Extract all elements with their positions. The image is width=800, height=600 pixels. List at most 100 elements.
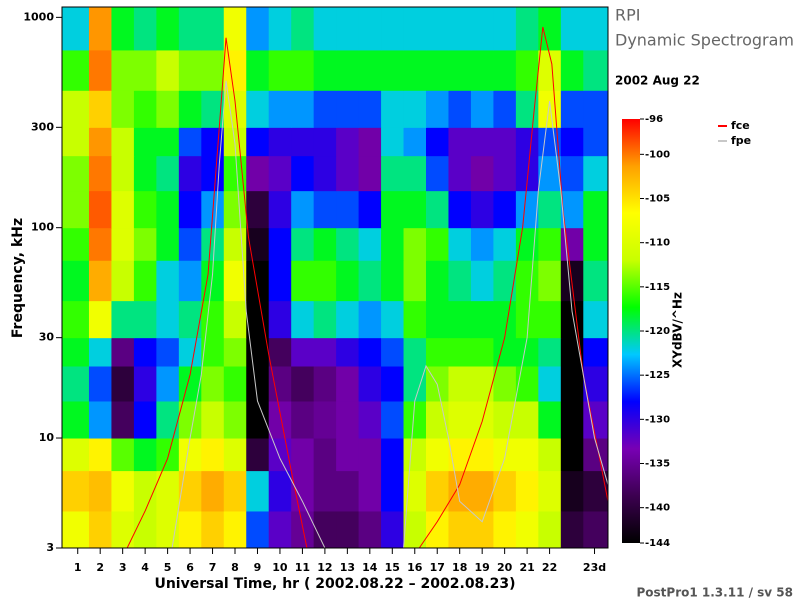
spectrogram-cell	[336, 400, 360, 439]
spectrogram-cell	[493, 300, 517, 339]
spectrogram-cell	[403, 227, 427, 261]
spectrogram-cell	[268, 90, 292, 128]
spectrogram-cell	[381, 510, 405, 548]
spectrogram-cell	[133, 127, 157, 157]
spectrogram-cell	[178, 190, 202, 229]
spectrogram-cell	[493, 400, 517, 439]
spectrogram-cell	[223, 190, 247, 229]
spectrogram-cell	[403, 260, 427, 302]
spectrogram-cell	[426, 438, 449, 472]
x-tick-label: 12	[317, 561, 332, 574]
spectrogram-cell	[448, 438, 472, 472]
spectrogram-cell	[313, 300, 337, 339]
spectrogram-cell	[583, 49, 608, 91]
spectrogram-cell	[111, 190, 135, 229]
spectrogram-cell	[448, 365, 472, 402]
colorbar-label: XYdBV/^Hz	[671, 292, 685, 368]
spectrogram-cell	[62, 400, 90, 439]
spectrogram-cell	[336, 260, 360, 302]
spectrogram-cell	[426, 90, 449, 128]
legend-label: fpe	[731, 134, 751, 147]
spectrogram-cell	[515, 470, 539, 512]
spectrogram-cell	[381, 155, 405, 192]
spectrogram-cell	[313, 438, 337, 472]
spectrogram-cell	[515, 127, 539, 157]
spectrogram-cell	[156, 337, 180, 367]
spectrogram-cell	[268, 400, 292, 439]
spectrogram-cell	[560, 400, 584, 439]
spectrogram-cell	[470, 155, 494, 192]
spectrogram-cell	[336, 365, 360, 402]
spectrogram-cell	[403, 155, 427, 192]
spectrogram-cell	[403, 337, 427, 367]
spectrogram-cell	[538, 337, 562, 367]
x-tick-label: 18	[452, 561, 467, 574]
spectrogram-cell	[62, 510, 90, 548]
spectrogram-cell	[133, 365, 157, 402]
spectrogram-cell	[246, 260, 270, 302]
spectrogram-cell	[291, 49, 315, 91]
spectrogram-cell	[538, 90, 562, 128]
spectrogram-cell	[560, 300, 584, 339]
spectrogram-cell	[111, 438, 135, 472]
colorbar-tick-label: -130	[645, 414, 670, 425]
spectrogram-cell	[268, 260, 292, 302]
spectrogram-cell	[470, 470, 494, 512]
spectrogram-cell	[223, 438, 247, 472]
spectrogram-cell	[448, 49, 472, 91]
colorbar-tick-label: -100	[645, 149, 670, 160]
spectrogram-cell	[448, 127, 472, 157]
spectrogram-cell	[358, 90, 382, 128]
spectrogram-cell	[313, 155, 337, 192]
spectrogram-cell	[62, 7, 90, 51]
spectrogram-cell	[538, 470, 562, 512]
spectrogram-cell	[111, 337, 135, 367]
spectrogram-cell	[268, 510, 292, 548]
spectrogram-cell	[178, 127, 202, 157]
spectrogram-cell	[381, 365, 405, 402]
spectrogram-cell	[381, 438, 405, 472]
spectrogram-cell	[111, 470, 135, 512]
spectrogram-cell	[223, 49, 247, 91]
spectrogram-cell	[403, 438, 427, 472]
spectrogram-cell	[88, 190, 112, 229]
spectrogram-cell	[560, 90, 584, 128]
spectrogram-cell	[223, 365, 247, 402]
spectrogram-cell	[178, 337, 202, 367]
spectrogram-cell	[291, 438, 315, 472]
spectrogram-cell	[156, 438, 180, 472]
x-tick-label: 15	[385, 561, 400, 574]
x-tick-label: 9	[254, 561, 262, 574]
spectrogram-cell	[336, 300, 360, 339]
x-tick-label: 22	[542, 561, 557, 574]
spectrogram-cell	[201, 470, 225, 512]
spectrogram-cell	[493, 190, 517, 229]
spectrogram-cell	[358, 510, 382, 548]
spectrogram-cell	[336, 470, 360, 512]
plot-frame	[61, 6, 609, 549]
spectrogram-cell	[246, 400, 270, 439]
spectrogram-cell	[313, 190, 337, 229]
spectrogram-cell	[111, 227, 135, 261]
spectrogram-cell	[313, 127, 337, 157]
spectrogram-cell	[88, 400, 112, 439]
spectrogram-cell	[178, 49, 202, 91]
spectrogram-cell	[470, 260, 494, 302]
spectrogram-cell	[515, 49, 539, 91]
spectrogram-cell	[515, 190, 539, 229]
spectrogram-cell	[448, 510, 472, 548]
spectrogram-cell	[538, 400, 562, 439]
spectrogram-cell	[560, 190, 584, 229]
spectrogram-cell	[62, 438, 90, 472]
spectrogram-cell	[426, 400, 449, 439]
spectrogram-cell	[470, 438, 494, 472]
spectrogram-cell	[583, 227, 608, 261]
x-tick-label: 6	[186, 561, 194, 574]
spectrogram-cell	[62, 90, 90, 128]
spectrogram-cell	[426, 190, 449, 229]
spectrogram-cell	[268, 438, 292, 472]
spectrogram-cell	[62, 227, 90, 261]
colorbar-tick-label: -115	[645, 282, 670, 293]
spectrogram-cell	[133, 337, 157, 367]
